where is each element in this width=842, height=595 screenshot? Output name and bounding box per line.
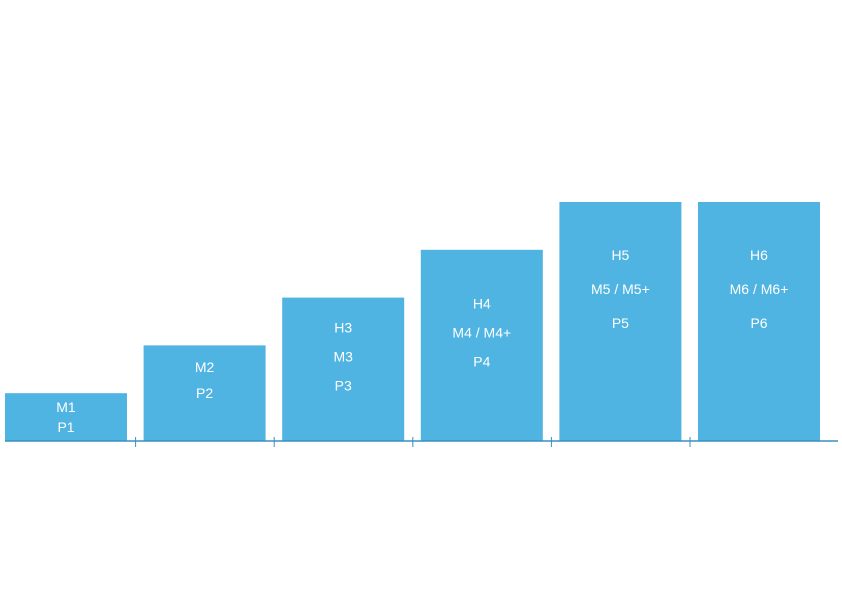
bar-label-5-2: M5 / M5+ (591, 281, 650, 297)
bar-label-1-1: M1 (56, 399, 76, 415)
bar-label-2-1: M2 (195, 359, 215, 375)
bar-1 (5, 393, 127, 441)
bar-label-3-2: M3 (333, 348, 353, 364)
x-ticks-group (135, 437, 691, 447)
bar-label-3-3: P3 (335, 377, 352, 393)
bar-3 (282, 297, 405, 441)
bar-label-4-1: H4 (473, 295, 491, 311)
bar-label-4-2: M4 / M4+ (452, 324, 511, 340)
bar-label-2-2: P2 (196, 385, 213, 401)
bar-5 (559, 202, 682, 441)
bars-group: M1 P1 M2 P2 H3 M3 P3 H4 M4 / M4+ P4 H5 M5 / M5+ P5 H6… (5, 202, 820, 441)
bar-label-5-1: H5 (611, 247, 629, 263)
bar-2 (143, 345, 266, 441)
bar-label-1-2: P1 (57, 419, 74, 435)
bar-label-6-3: P6 (750, 315, 767, 331)
bar-label-6-1: H6 (750, 247, 768, 263)
bar-label-5-3: P5 (612, 315, 629, 331)
bar-label-3-1: H3 (334, 319, 352, 335)
bar-label-4-3: P4 (473, 353, 490, 369)
bar-4 (420, 249, 543, 441)
bar-6 (698, 202, 820, 441)
bar-label-6-2: M6 / M6+ (730, 281, 789, 297)
